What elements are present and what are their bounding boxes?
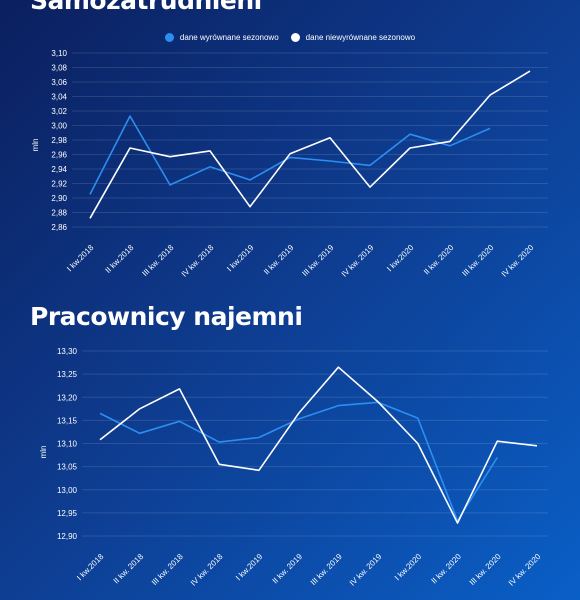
y-tick-label: 2,96: [51, 151, 67, 160]
legend-item-not-seasonally-adjusted[interactable]: dane niewyrównane sezonowo: [290, 33, 416, 42]
y-tick-label: 13,00: [57, 486, 78, 495]
legend-dot-blue-icon: [164, 33, 174, 42]
y-tick-label: 13,10: [57, 440, 78, 449]
series-line-not-seasonally-adjusted: [99, 366, 538, 524]
x-tick-label: III kw. 2018: [150, 552, 185, 587]
y-tick-label: 3,00: [51, 122, 67, 131]
x-tick-label: II kw. 2020: [430, 552, 464, 586]
y-tick-label: 2,88: [51, 209, 67, 218]
x-tick-label: III kw. 2020: [468, 552, 503, 587]
x-tick-label: I kw.2018: [75, 552, 106, 583]
legend-item-seasonally-adjusted[interactable]: dane wyrównane sezonowo: [164, 33, 279, 42]
y-tick-label: 2,92: [51, 180, 67, 189]
y-tick-label: 13,25: [57, 370, 78, 379]
chart-title-pracownicy-najemni: Pracownicy najemni: [30, 302, 303, 331]
y-tick-label: 3,06: [51, 78, 67, 87]
series-line-not-seasonally-adjusted: [89, 70, 531, 219]
y-tick-label: 13,30: [57, 347, 78, 356]
y-axis-label: mln: [31, 139, 40, 152]
y-tick-label: 2,86: [51, 223, 67, 232]
x-tick-label: I kw.2020: [393, 552, 424, 583]
y-tick-label: 13,05: [57, 463, 78, 472]
x-tick-label: I kw.2019: [234, 552, 265, 583]
legend-dot-white-icon: [290, 33, 300, 42]
x-tick-label: IV kw. 2018: [189, 552, 225, 588]
y-tick-label: 13,20: [57, 393, 78, 402]
x-tick-label: III kw. 2019: [309, 552, 344, 587]
y-tick-label: 2,90: [51, 194, 67, 203]
y-tick-label: 13,15: [57, 416, 78, 425]
y-axis-label: mln: [39, 446, 48, 459]
y-tick-label: 3,02: [51, 107, 67, 116]
y-tick-label: 3,04: [51, 93, 67, 102]
legend-label-seasonally-adjusted: dane wyrównane sezonowo: [179, 33, 279, 42]
legend: dane wyrównane sezonowo dane niewyrównan…: [0, 33, 580, 42]
x-tick-label: II kw. 2019: [271, 552, 305, 586]
x-tick-label: IV kw. 2019: [348, 552, 384, 588]
y-tick-label: 12,95: [57, 509, 78, 518]
x-tick-label: II kw. 2018: [112, 552, 146, 586]
x-tick-label: IV kw. 2020: [507, 552, 543, 588]
y-tick-label: 3,08: [51, 64, 67, 73]
y-tick-label: 12,90: [57, 532, 78, 541]
chart-samozatrudnieni: 3,10 3,08 3,06 3,04 3,02 3,00 2,98 2,96 2,94 2,92…: [31, 49, 531, 232]
y-tick-label: 2,94: [51, 165, 67, 174]
y-tick-label: 2,98: [51, 136, 67, 145]
chart-title-samozatrudnieni: Samozatrudnieni: [30, 0, 262, 15]
legend-label-not-seasonally-adjusted: dane niewyrównane sezonowo: [305, 33, 416, 42]
y-tick-label: 3,10: [51, 49, 67, 58]
